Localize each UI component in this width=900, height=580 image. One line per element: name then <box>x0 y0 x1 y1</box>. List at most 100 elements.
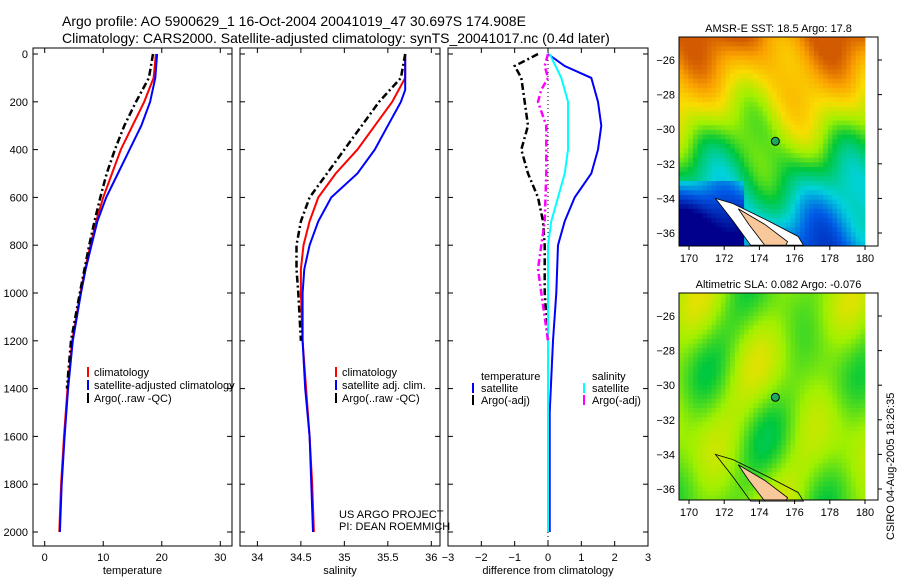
map-cell <box>702 125 708 131</box>
map-cell <box>720 69 726 75</box>
map-cell <box>730 102 736 108</box>
map-cell <box>823 463 829 469</box>
map-cell <box>725 325 731 331</box>
map-cell <box>706 329 712 335</box>
map-cell <box>781 389 787 395</box>
map-cell <box>795 37 801 43</box>
map-cell <box>711 454 717 459</box>
map-cell <box>790 134 796 140</box>
map-cell <box>679 444 685 450</box>
map-cell <box>767 357 773 363</box>
map-cell <box>837 236 843 242</box>
map-cell <box>725 41 731 47</box>
map-cell <box>795 316 801 321</box>
map-cell <box>818 176 824 182</box>
map-cell <box>697 320 703 326</box>
map-cell <box>739 129 745 135</box>
map-cell <box>785 417 791 423</box>
series-line <box>58 53 159 533</box>
map-cell <box>776 385 782 390</box>
map-cell <box>758 352 764 358</box>
map-cell <box>720 97 726 103</box>
map-cell <box>730 472 736 478</box>
map-cell <box>860 153 866 159</box>
map-cell <box>748 297 754 303</box>
map-cell <box>767 50 773 56</box>
map-cell <box>692 88 698 94</box>
map-cell <box>711 435 717 441</box>
map-cell <box>846 412 852 418</box>
map-cell <box>758 115 764 121</box>
map-cell <box>804 334 810 340</box>
map-cell <box>730 481 736 487</box>
map-cell <box>860 232 866 238</box>
map-cell <box>725 171 731 177</box>
map-cell <box>697 302 703 308</box>
map-cell <box>827 218 833 224</box>
map-cell <box>739 37 745 43</box>
y-tick-label: −26 <box>656 311 675 323</box>
map-cell <box>753 176 759 182</box>
map-cell <box>855 311 861 317</box>
map-cell <box>855 232 861 238</box>
map-cell <box>702 50 708 56</box>
map-cell <box>753 115 759 121</box>
map-cell <box>744 352 750 358</box>
map-cell <box>767 435 773 441</box>
map-cell <box>762 362 768 367</box>
map-cell <box>809 129 815 135</box>
map-cell <box>790 421 796 427</box>
map-cell <box>846 74 852 80</box>
map-cell <box>720 329 726 335</box>
map-cell <box>832 134 838 140</box>
map-cell <box>832 421 838 427</box>
map-cell <box>706 143 712 149</box>
map-cell <box>804 204 810 210</box>
map-cell <box>697 180 703 187</box>
map-cell <box>832 153 838 159</box>
map-cell <box>781 343 787 349</box>
map-cell <box>683 218 689 224</box>
map-cell <box>804 60 810 66</box>
map-cell <box>692 227 698 233</box>
map-cell <box>827 362 833 367</box>
x-tick-label: 180 <box>856 507 874 519</box>
x-tick-label: 178 <box>821 507 839 519</box>
map-cell <box>725 46 731 52</box>
map-cell <box>767 343 773 349</box>
map-cell <box>697 241 703 247</box>
map-cell <box>823 64 829 70</box>
map-cell <box>781 380 787 386</box>
map-cell <box>772 218 778 224</box>
map-cell <box>776 389 782 395</box>
y-tick-label: −30 <box>656 380 675 392</box>
map-cell <box>758 171 764 177</box>
map-cell <box>758 185 764 191</box>
map-cell <box>855 495 861 501</box>
map-cell <box>748 357 754 363</box>
map-cell <box>679 232 685 238</box>
map-cell <box>762 157 768 163</box>
map-cell <box>702 444 708 450</box>
map-cell <box>753 306 759 312</box>
map-cell <box>813 241 819 247</box>
map-cell <box>799 218 805 224</box>
map-cell <box>832 495 838 501</box>
map-cell <box>790 463 796 469</box>
map-cell <box>855 431 861 436</box>
map-cell <box>725 366 731 372</box>
map-cell <box>692 92 698 98</box>
map-cell <box>851 371 857 377</box>
map-cell <box>688 385 694 390</box>
map-cell <box>860 199 866 205</box>
map-cell <box>827 180 833 187</box>
map-cell <box>739 403 745 409</box>
map-cell <box>697 64 703 70</box>
map-cell <box>785 348 791 354</box>
map-cell <box>744 297 750 303</box>
map-cell <box>837 60 843 66</box>
map-cell <box>734 134 740 140</box>
map-cell <box>795 352 801 358</box>
map-cell <box>692 320 698 326</box>
